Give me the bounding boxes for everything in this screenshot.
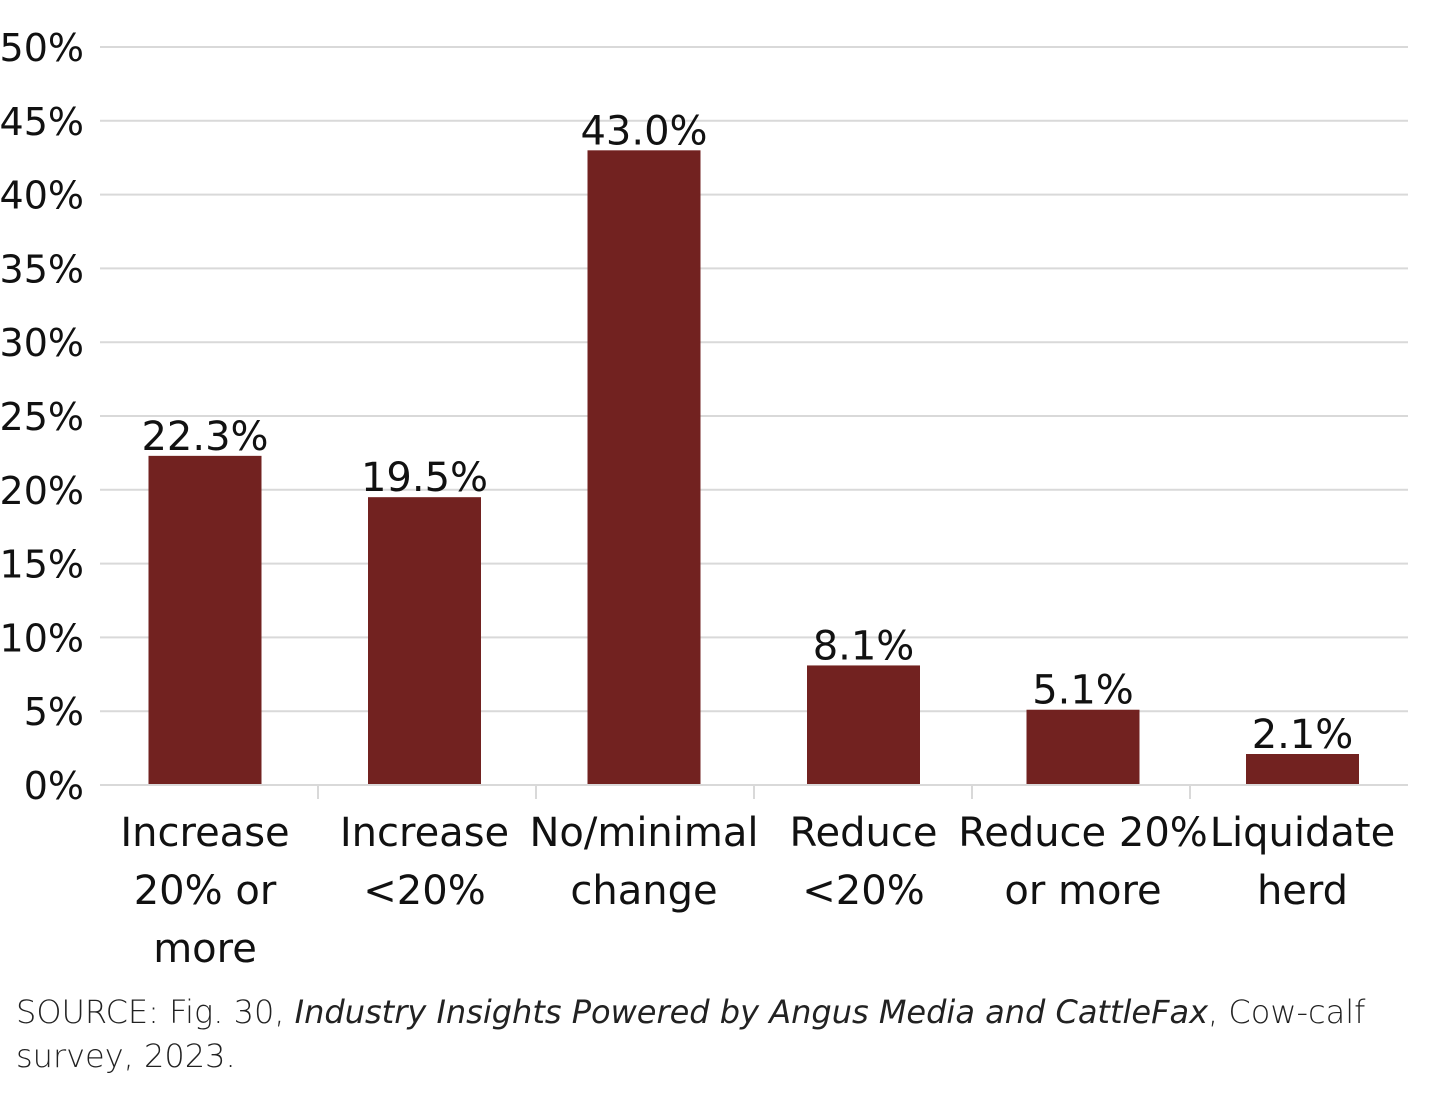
x-tick-label: Increase: [340, 810, 509, 856]
x-tick-label: Reduce 20%: [958, 810, 1208, 856]
y-tick-label: 25%: [0, 395, 84, 439]
y-tick-label: 20%: [0, 469, 84, 513]
x-tick-label: more: [153, 926, 257, 972]
bar: [807, 665, 920, 785]
data-label: 8.1%: [813, 623, 915, 669]
x-tick-label: <20%: [802, 868, 924, 914]
y-tick-label: 5%: [24, 690, 84, 734]
source-prefix: SOURCE: Fig. 30,: [16, 993, 295, 1031]
source-note: SOURCE: Fig. 30, Industry Insights Power…: [16, 990, 1416, 1078]
bar-chart: 0% 5% 10% 15% 20% 25% 30% 35% 40% 45% 50% 22.3% Incr…: [0, 26, 1408, 972]
y-tick-label: 10%: [0, 616, 84, 660]
x-tick-label: Increase: [120, 810, 289, 856]
x-tick-label: Reduce: [790, 810, 938, 856]
y-tick-label: 15%: [0, 543, 84, 587]
source-suffix: , Cow-calf survey, 2023.: [16, 993, 1366, 1075]
y-tick-label: 45%: [0, 100, 84, 144]
x-tick-label: herd: [1257, 868, 1348, 914]
data-label: 22.3%: [141, 414, 268, 460]
y-tick-label: 40%: [0, 174, 84, 218]
x-tick-label: change: [570, 868, 717, 914]
source-title: Industry Insights Powered by Angus Media…: [294, 993, 1209, 1031]
bar: [587, 150, 701, 785]
data-label: 43.0%: [580, 108, 707, 154]
bar: [1246, 754, 1359, 785]
x-tick-label: Liquidate: [1210, 810, 1395, 856]
x-tick-label: No/minimal: [529, 810, 758, 856]
y-tick-label: 30%: [0, 321, 84, 365]
data-label: 19.5%: [361, 455, 488, 501]
x-tick-label: 20% or: [134, 868, 277, 914]
data-label: 2.1%: [1252, 712, 1354, 758]
data-label: 5.1%: [1032, 668, 1134, 714]
bar: [368, 497, 481, 785]
x-tick-label: or more: [1004, 868, 1161, 914]
bar: [1026, 709, 1140, 785]
y-tick-label: 0%: [24, 764, 84, 808]
x-tick-label: <20%: [363, 868, 485, 914]
y-tick-label: 50%: [0, 26, 84, 70]
y-tick-label: 35%: [0, 247, 84, 291]
bar: [148, 455, 262, 785]
